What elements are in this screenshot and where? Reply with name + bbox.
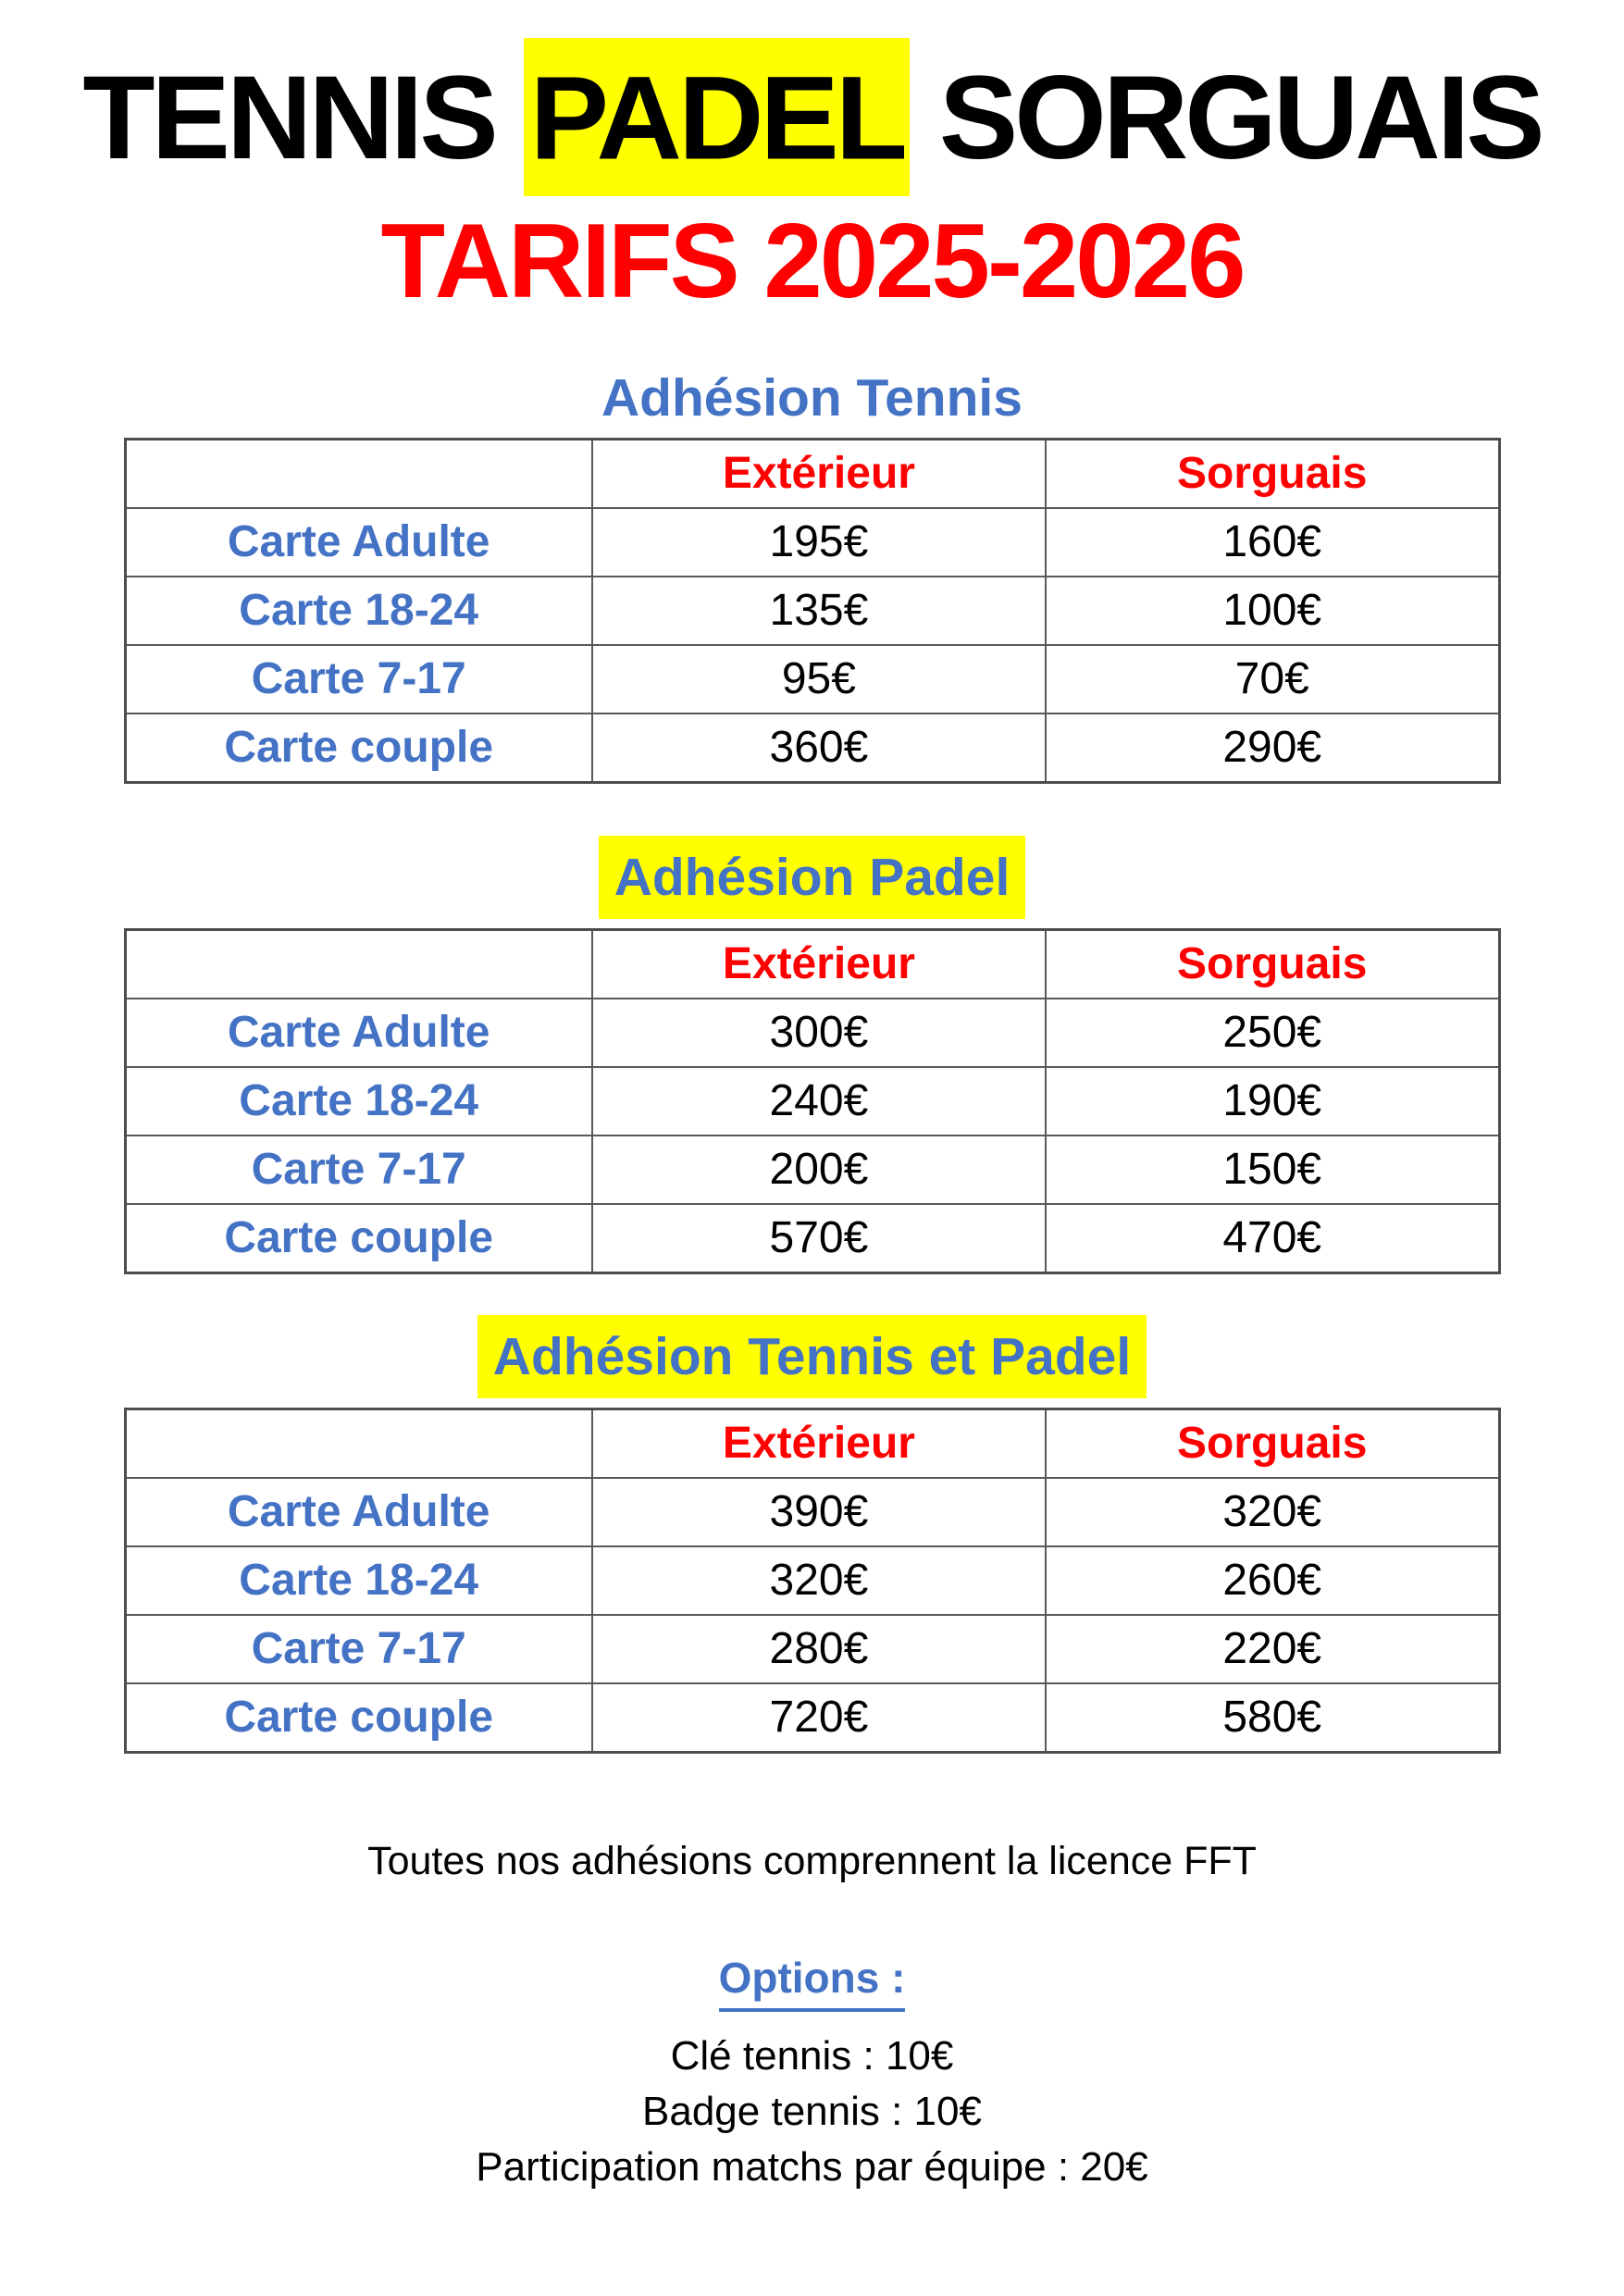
section-title-adhesion-tennis: Adhésion Tennis bbox=[0, 371, 1624, 425]
pricing-table-adhesion-tennis: Extérieur Sorguais Carte Adulte 195€ 160… bbox=[123, 437, 1501, 784]
corner-cell bbox=[124, 928, 593, 999]
price-cell: 135€ bbox=[590, 575, 1047, 646]
price-cell: 220€ bbox=[1044, 1613, 1501, 1684]
corner-cell bbox=[124, 438, 593, 509]
price-cell: 280€ bbox=[590, 1613, 1047, 1684]
price-cell: 290€ bbox=[1044, 712, 1501, 784]
price-cell: 200€ bbox=[590, 1134, 1047, 1205]
option-item-participation-matchs: Participation matchs par équipe : 20€ bbox=[476, 2143, 1148, 2190]
column-header-sorguais: Sorguais bbox=[1044, 928, 1501, 999]
row-label: Carte couple bbox=[124, 1682, 593, 1754]
fft-license-note: Toutes nos adhésions comprennent la lice… bbox=[367, 1838, 1257, 1883]
row-label: Carte 18-24 bbox=[124, 1545, 593, 1616]
section-title-adhesion-padel: Adhésion Padel bbox=[0, 835, 1624, 919]
column-header-exterieur: Extérieur bbox=[590, 928, 1047, 999]
corner-cell bbox=[124, 1408, 593, 1479]
price-cell: 150€ bbox=[1044, 1134, 1501, 1205]
row-label: Carte Adulte bbox=[124, 997, 593, 1068]
price-cell: 580€ bbox=[1044, 1682, 1501, 1754]
price-cell: 195€ bbox=[590, 506, 1047, 577]
price-cell: 70€ bbox=[1044, 643, 1501, 714]
price-cell: 240€ bbox=[590, 1065, 1047, 1136]
column-header-sorguais: Sorguais bbox=[1044, 1408, 1501, 1479]
price-cell: 470€ bbox=[1044, 1202, 1501, 1274]
price-cell: 720€ bbox=[590, 1682, 1047, 1754]
table-row: Carte Adulte 390€ 320€ bbox=[124, 1476, 1501, 1547]
price-cell: 320€ bbox=[1044, 1476, 1501, 1547]
row-label: Carte couple bbox=[124, 1202, 593, 1274]
price-cell: 360€ bbox=[590, 712, 1047, 784]
row-label: Carte 7-17 bbox=[124, 1613, 593, 1684]
option-item-badge-tennis: Badge tennis : 10€ bbox=[642, 2088, 982, 2134]
price-cell: 250€ bbox=[1044, 997, 1501, 1068]
table-row: Carte 18-24 320€ 260€ bbox=[124, 1545, 1501, 1616]
row-label: Carte Adulte bbox=[124, 506, 593, 577]
table-row: Carte 18-24 135€ 100€ bbox=[124, 575, 1501, 646]
club-title-padel-highlight: PADEL bbox=[524, 37, 911, 196]
club-title: TENNIS PADEL SORGUAIS bbox=[0, 37, 1624, 199]
table-header-row: Extérieur Sorguais bbox=[124, 928, 1501, 999]
column-header-exterieur: Extérieur bbox=[590, 1408, 1047, 1479]
table-row: Carte couple 720€ 580€ bbox=[124, 1682, 1501, 1754]
section-title-text-highlighted: Adhésion Tennis et Padel bbox=[477, 1314, 1147, 1398]
table-row: Carte 7-17 200€ 150€ bbox=[124, 1134, 1501, 1205]
row-label: Carte Adulte bbox=[124, 1476, 593, 1547]
option-item-cle-tennis: Clé tennis : 10€ bbox=[670, 2032, 954, 2079]
price-cell: 300€ bbox=[590, 997, 1047, 1068]
pricing-table-adhesion-padel: Extérieur Sorguais Carte Adulte 300€ 250… bbox=[123, 927, 1501, 1274]
club-title-tennis: TENNIS bbox=[82, 52, 498, 184]
price-cell: 160€ bbox=[1044, 506, 1501, 577]
row-label: Carte 7-17 bbox=[124, 643, 593, 714]
club-title-sorguais: SORGUAIS bbox=[938, 52, 1545, 184]
column-header-exterieur: Extérieur bbox=[590, 438, 1047, 509]
table-row: Carte 18-24 240€ 190€ bbox=[124, 1065, 1501, 1136]
table-row: Carte Adulte 195€ 160€ bbox=[124, 506, 1501, 577]
season-tarifs-subtitle: TARIFS 2025-2026 bbox=[380, 202, 1246, 320]
options-heading-text: Options : bbox=[718, 1953, 906, 2012]
section-title-text-highlighted: Adhésion Padel bbox=[598, 835, 1026, 919]
table-row: Carte couple 570€ 470€ bbox=[124, 1202, 1501, 1274]
table-row: Carte 7-17 95€ 70€ bbox=[124, 643, 1501, 714]
table-header-row: Extérieur Sorguais bbox=[124, 438, 1501, 509]
section-title-adhesion-tennis-et-padel: Adhésion Tennis et Padel bbox=[0, 1314, 1624, 1398]
row-label: Carte 7-17 bbox=[124, 1134, 593, 1205]
table-row: Carte couple 360€ 290€ bbox=[124, 712, 1501, 784]
price-cell: 320€ bbox=[590, 1545, 1047, 1616]
column-header-sorguais: Sorguais bbox=[1044, 438, 1501, 509]
section-title-text: Adhésion Tennis bbox=[601, 367, 1023, 428]
table-row: Carte Adulte 300€ 250€ bbox=[124, 997, 1501, 1068]
price-cell: 190€ bbox=[1044, 1065, 1501, 1136]
price-cell: 390€ bbox=[590, 1476, 1047, 1547]
price-cell: 260€ bbox=[1044, 1545, 1501, 1616]
pricing-table-adhesion-tennis-et-padel: Extérieur Sorguais Carte Adulte 390€ 320… bbox=[123, 1407, 1501, 1754]
row-label: Carte couple bbox=[124, 712, 593, 784]
table-header-row: Extérieur Sorguais bbox=[124, 1408, 1501, 1479]
row-label: Carte 18-24 bbox=[124, 1065, 593, 1136]
price-cell: 570€ bbox=[590, 1202, 1047, 1274]
price-cell: 95€ bbox=[590, 643, 1047, 714]
options-heading: Options : bbox=[0, 1953, 1624, 2012]
price-cell: 100€ bbox=[1044, 575, 1501, 646]
table-row: Carte 7-17 280€ 220€ bbox=[124, 1613, 1501, 1684]
row-label: Carte 18-24 bbox=[124, 575, 593, 646]
